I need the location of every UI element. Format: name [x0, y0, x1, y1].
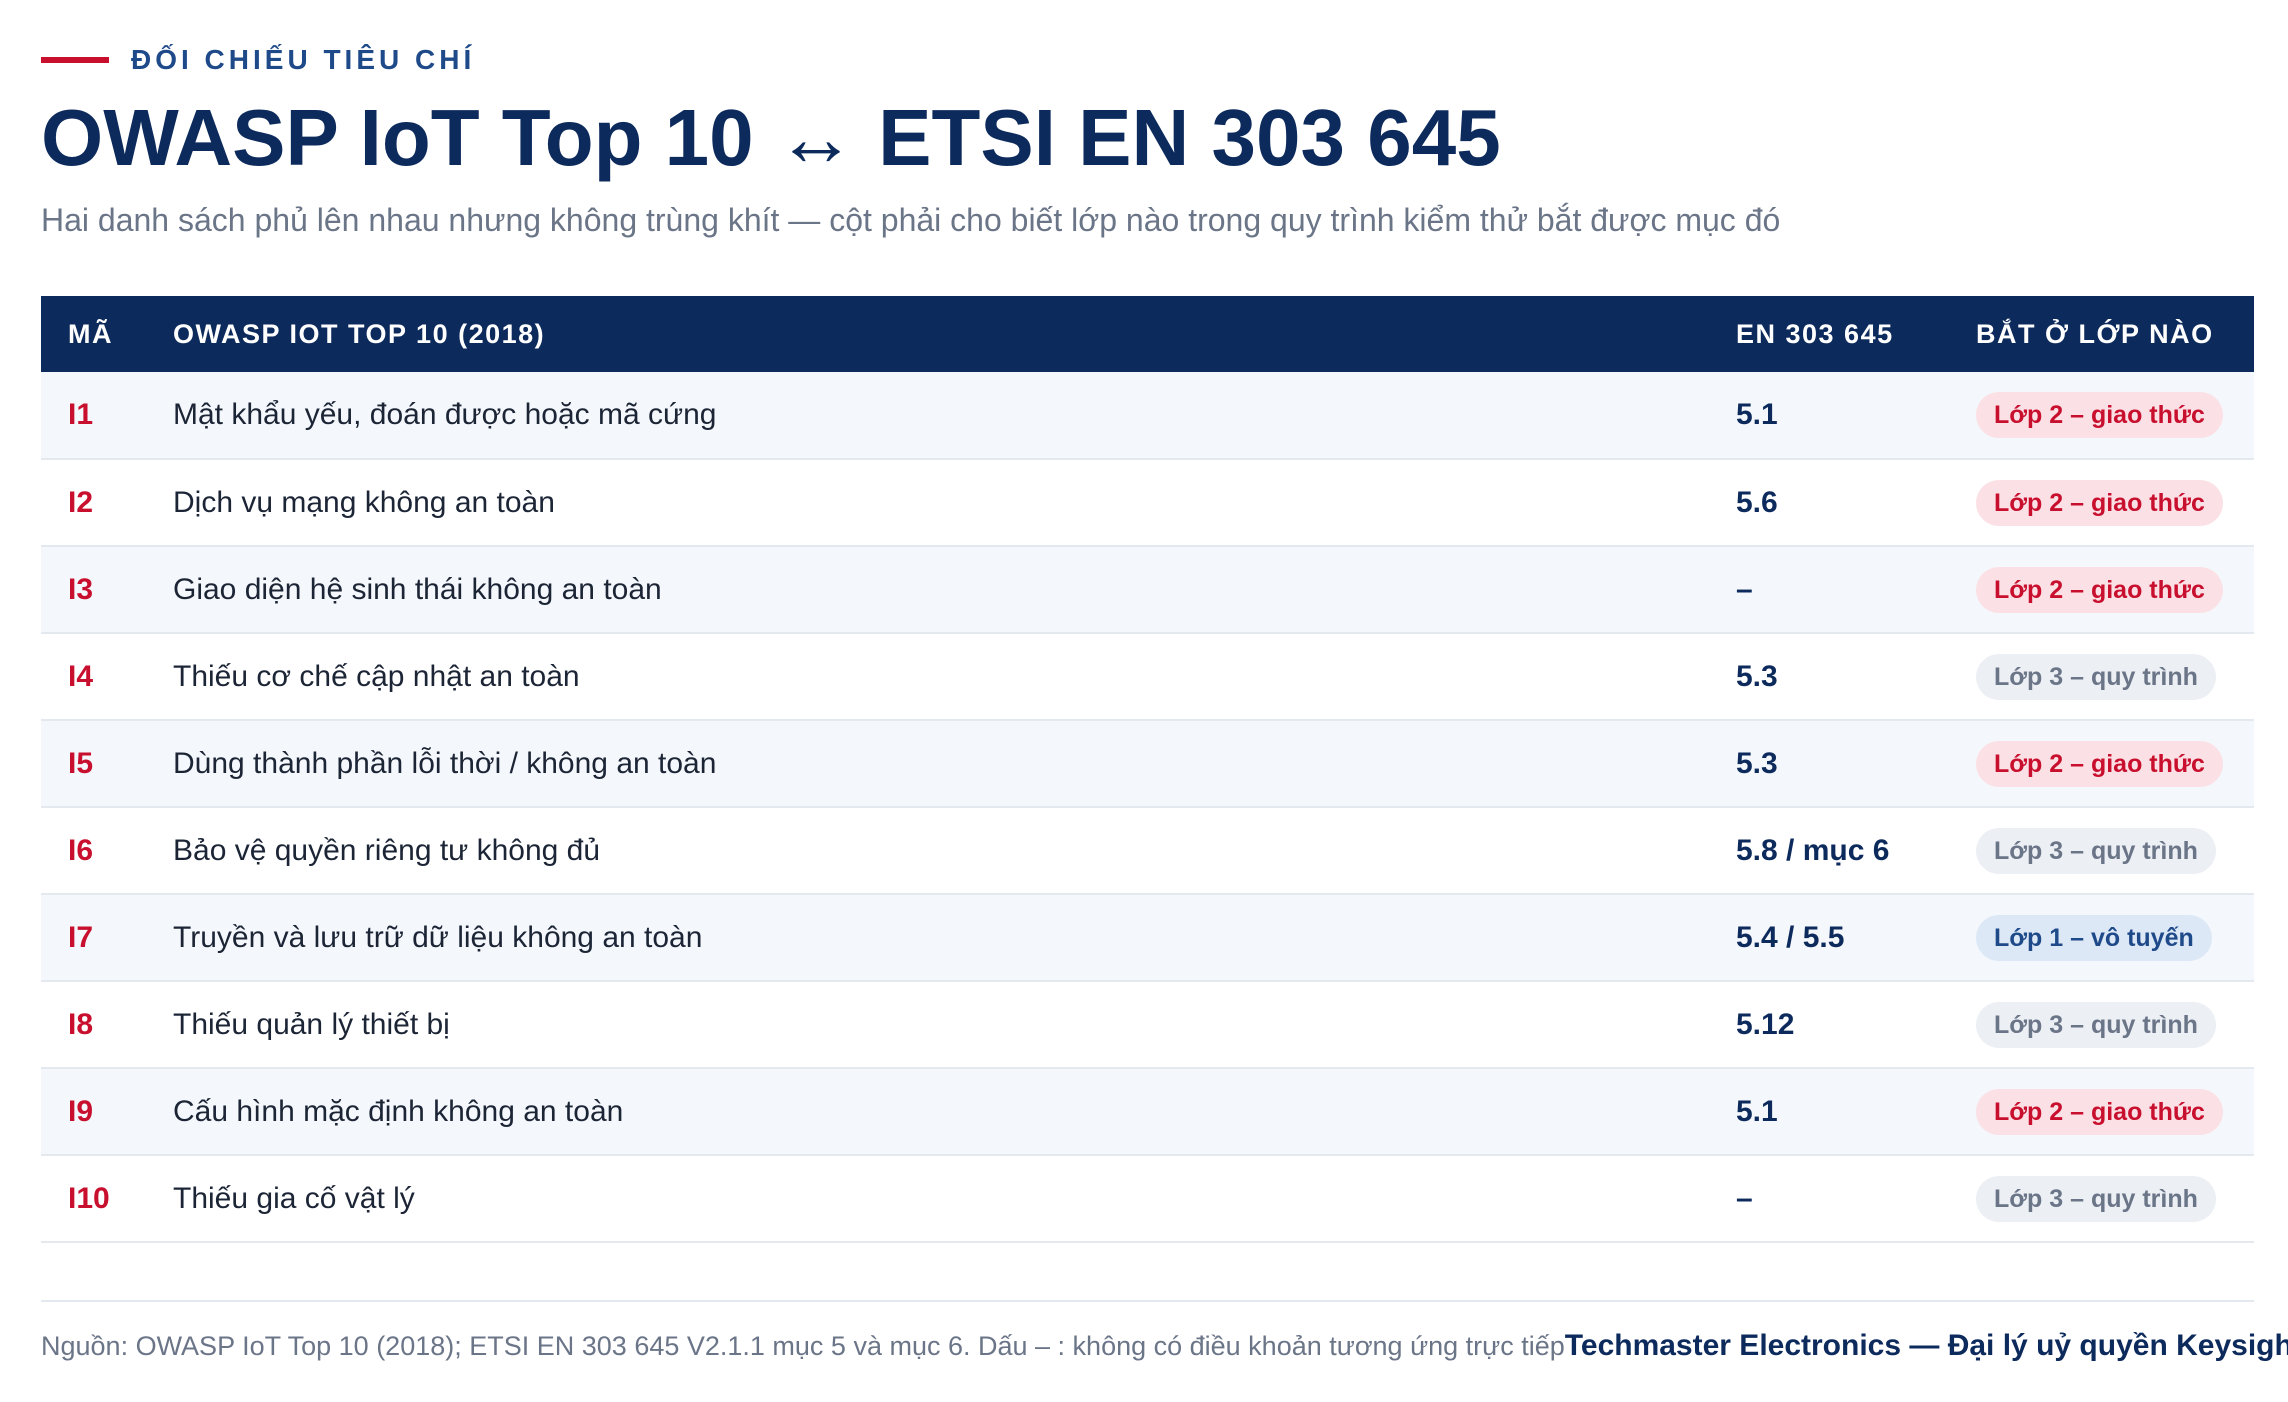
table-row: I10 Thiếu gia cố vật lý – Lớp 3 – quy trình	[41, 1155, 2254, 1242]
row-owasp-item: Thiếu gia cố vật lý	[173, 1181, 415, 1215]
row-code: I5	[68, 746, 94, 780]
row-en-clause: –	[1736, 572, 1753, 606]
table-row: I6 Bảo vệ quyền riêng tư không đủ 5.8 / mụ…	[41, 807, 2254, 894]
footer-source: Nguồn: OWASP IoT Top 10 (2018); ETSI EN …	[41, 1330, 1565, 1361]
row-layer-cell: Lớp 3 – quy trình	[1976, 633, 2254, 720]
footer: Nguồn: OWASP IoT Top 10 (2018); ETSI EN …	[41, 1322, 2288, 1370]
eyebrow-accent-bar	[41, 57, 109, 63]
row-layer-cell: Lớp 2 – giao thức	[1976, 546, 2254, 633]
row-layer-cell: Lớp 2 – giao thức	[1976, 720, 2254, 807]
row-en-clause: 5.12	[1736, 1007, 1795, 1041]
row-layer-cell: Lớp 3 – quy trình	[1976, 981, 2254, 1068]
row-owasp-item: Mật khẩu yếu, đoán được hoặc mã cứng	[173, 398, 717, 431]
table-row: I9 Cấu hình mặc định không an toàn 5.1 Lớp …	[41, 1068, 2254, 1155]
table-row: I1 Mật khẩu yếu, đoán được hoặc mã cứng 5.…	[41, 372, 2254, 459]
eyebrow-label: ĐỐI CHIẾU TIÊU CHÍ	[131, 44, 476, 75]
row-en-clause: 5.4 / 5.5	[1736, 920, 1845, 954]
row-en-clause: 5.3	[1736, 659, 1778, 693]
header-code: MÃ	[68, 318, 113, 349]
page-subtitle: Hai danh sách phủ lên nhau nhưng không t…	[41, 202, 1781, 238]
row-layer-cell: Lớp 2 – giao thức	[1976, 459, 2254, 546]
row-code: I4	[68, 659, 94, 693]
row-owasp-item: Dịch vụ mạng không an toàn	[173, 485, 555, 519]
table-row: I5 Dùng thành phần lỗi thời / không an to…	[41, 720, 2254, 807]
footer-divider	[41, 1300, 2254, 1302]
layer-badge: Lớp 2 – giao thức	[1976, 479, 2223, 526]
row-code: I9	[68, 1094, 94, 1128]
mapping-table: MÃ OWASP IOT TOP 10 (2018) EN 303 645 BẮ…	[41, 296, 2254, 1243]
row-owasp-item: Dùng thành phần lỗi thời / không an toàn	[173, 746, 717, 780]
row-code: I7	[68, 920, 94, 954]
row-layer-cell: Lớp 3 – quy trình	[1976, 1155, 2254, 1242]
table-row: I8 Thiếu quản lý thiết bị 5.12 Lớp 3 – quy …	[41, 981, 2254, 1068]
footer-brand: Techmaster Electronics — Đại lý uỷ quyền…	[1564, 1329, 2288, 1362]
row-en-clause: 5.8 / mục 6	[1736, 833, 1890, 867]
eyebrow: ĐỐI CHIẾU TIÊU CHÍ	[41, 40, 475, 80]
row-en-clause: 5.1	[1736, 398, 1778, 431]
row-owasp-item: Thiếu cơ chế cập nhật an toàn	[173, 659, 580, 693]
row-code: I6	[68, 833, 94, 867]
row-code: I1	[68, 398, 94, 431]
page-title: OWASP IoT Top 10 ↔ ETSI EN 303 645	[41, 93, 1501, 182]
row-en-clause: 5.6	[1736, 485, 1778, 519]
row-owasp-item: Thiếu quản lý thiết bị	[173, 1007, 450, 1041]
row-layer-cell: Lớp 2 – giao thức	[1976, 1068, 2254, 1155]
row-layer-cell: Lớp 3 – quy trình	[1976, 807, 2254, 894]
row-en-clause: 5.1	[1736, 1094, 1778, 1128]
layer-badge: Lớp 3 – quy trình	[1976, 827, 2216, 874]
table-row: I2 Dịch vụ mạng không an toàn 5.6 Lớp 2 – g…	[41, 459, 2254, 546]
row-layer-cell: Lớp 2 – giao thức	[1976, 372, 2254, 459]
row-code: I3	[68, 572, 94, 606]
layer-badge: Lớp 2 – giao thức	[1976, 740, 2223, 787]
layer-badge: Lớp 3 – quy trình	[1976, 1001, 2216, 1048]
table-body: I1 Mật khẩu yếu, đoán được hoặc mã cứng 5.…	[41, 372, 2254, 1242]
row-en-clause: –	[1736, 1181, 1753, 1215]
row-code: I10	[68, 1181, 110, 1215]
table-row: I3 Giao diện hệ sinh thái không an toàn – L…	[41, 546, 2254, 633]
header-en303645: EN 303 645	[1736, 318, 1894, 349]
row-en-clause: 5.3	[1736, 746, 1778, 780]
layer-badge: Lớp 2 – giao thức	[1976, 392, 2223, 438]
header-layer: BẮT Ở LỚP NÀO	[1976, 318, 2214, 349]
row-owasp-item: Bảo vệ quyền riêng tư không đủ	[173, 833, 601, 867]
row-code: I8	[68, 1007, 94, 1041]
table-row: I7 Truyền và lưu trữ dữ liệu không an toà…	[41, 894, 2254, 981]
layer-badge: Lớp 3 – quy trình	[1976, 1175, 2216, 1222]
header-owasp: OWASP IOT TOP 10 (2018)	[173, 318, 546, 349]
row-owasp-item: Giao diện hệ sinh thái không an toàn	[173, 572, 662, 606]
row-owasp-item: Cấu hình mặc định không an toàn	[173, 1094, 624, 1128]
table-row: I4 Thiếu cơ chế cập nhật an toàn 5.3 Lớp 3 …	[41, 633, 2254, 720]
table-header-row: MÃ OWASP IOT TOP 10 (2018) EN 303 645 BẮ…	[41, 296, 2254, 372]
layer-badge: Lớp 1 – vô tuyến	[1976, 914, 2212, 961]
layer-badge: Lớp 3 – quy trình	[1976, 653, 2216, 700]
layer-badge: Lớp 2 – giao thức	[1976, 1088, 2223, 1135]
row-code: I2	[68, 485, 94, 519]
layer-badge: Lớp 2 – giao thức	[1976, 566, 2223, 613]
row-owasp-item: Truyền và lưu trữ dữ liệu không an toàn	[173, 920, 703, 954]
row-layer-cell: Lớp 1 – vô tuyến	[1976, 894, 2254, 981]
